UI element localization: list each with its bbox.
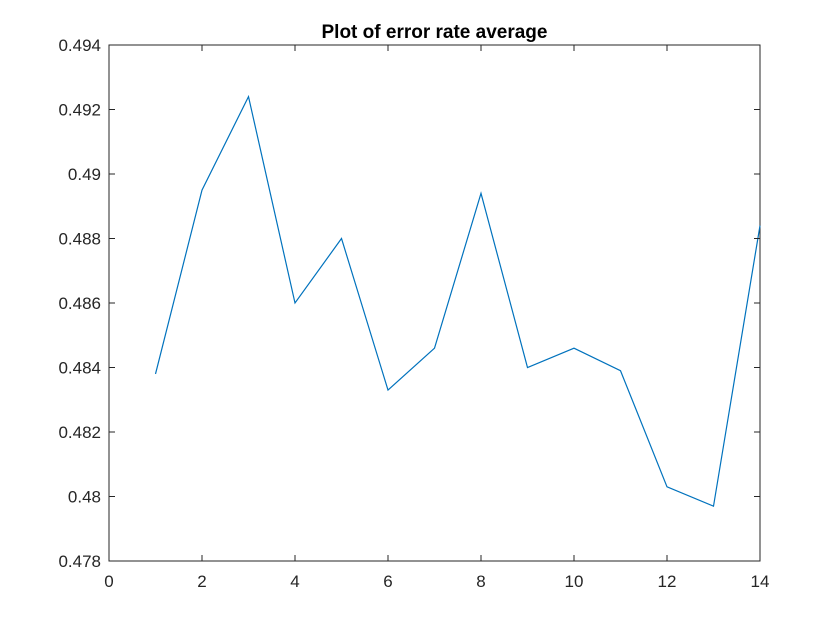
data-point bbox=[155, 373, 156, 374]
x-tick-label: 10 bbox=[565, 572, 584, 591]
data-point bbox=[527, 367, 528, 368]
y-tick-label: 0.494 bbox=[58, 36, 101, 55]
x-tick-label: 2 bbox=[197, 572, 206, 591]
data-point bbox=[248, 96, 249, 97]
plot-box bbox=[108, 44, 761, 562]
data-point bbox=[481, 193, 482, 194]
data-point bbox=[620, 370, 621, 371]
y-tick-label: 0.484 bbox=[58, 359, 101, 378]
chart-title: Plot of error rate average bbox=[322, 22, 548, 43]
x-tick-label: 12 bbox=[658, 572, 677, 591]
data-point bbox=[434, 348, 435, 349]
y-axis-ticks: 0.478 0.48 0.482 0.484 0.486 0.488 0.49 0.492 0.… bbox=[58, 36, 760, 571]
y-tick-label: 0.488 bbox=[58, 230, 101, 249]
y-tick-label: 0.492 bbox=[58, 101, 101, 120]
y-tick-label: 0.48 bbox=[68, 488, 101, 507]
series-group bbox=[154, 94, 761, 508]
data-point bbox=[667, 486, 668, 487]
series-line bbox=[154, 94, 761, 508]
data-point bbox=[574, 348, 575, 349]
y-tick-label: 0.482 bbox=[58, 423, 101, 442]
data-point bbox=[760, 225, 761, 226]
data-point bbox=[341, 238, 342, 239]
x-tick-label: 0 bbox=[104, 572, 113, 591]
x-axis-ticks: 0 2 4 6 8 10 12 14 bbox=[104, 45, 769, 591]
x-tick-label: 4 bbox=[290, 572, 299, 591]
data-point bbox=[202, 190, 203, 191]
y-tick-label: 0.49 bbox=[68, 165, 101, 184]
x-tick-label: 6 bbox=[383, 572, 392, 591]
y-tick-label: 0.486 bbox=[58, 294, 101, 313]
data-point bbox=[713, 506, 714, 507]
data-point bbox=[295, 303, 296, 304]
x-tick-label: 14 bbox=[751, 572, 770, 591]
x-tick-label: 8 bbox=[476, 572, 485, 591]
data-point bbox=[388, 390, 389, 391]
y-tick-label: 0.478 bbox=[58, 552, 101, 571]
axes bbox=[108, 44, 761, 562]
